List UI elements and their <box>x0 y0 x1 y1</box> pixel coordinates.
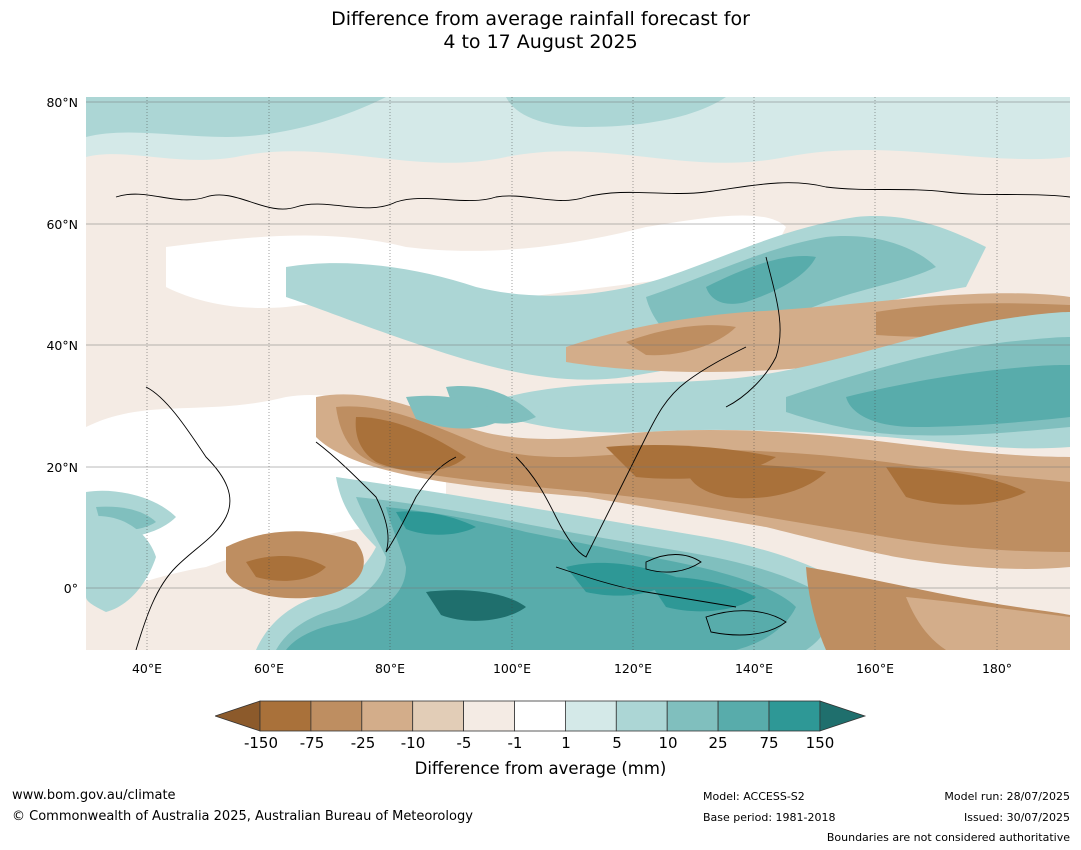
colorbar-segment <box>615 700 668 732</box>
colorbar-label: -10 <box>400 734 426 752</box>
colorbar-segment <box>717 700 770 732</box>
lon-label-120e: 120°E <box>613 661 652 676</box>
lon-label-40e: 40°E <box>131 661 163 676</box>
lat-label-60n: 60°N <box>46 217 78 232</box>
lat-label-0: 0° <box>63 581 78 596</box>
map-title: Difference from average rainfall forecas… <box>0 8 1081 54</box>
lon-label-60e: 60°E <box>253 661 285 676</box>
colorbar-label: 150 <box>805 734 835 752</box>
footer-model-run: Model run: 28/07/2025 <box>944 790 1070 803</box>
lat-label-80n: 80°N <box>46 95 78 110</box>
title-line-2: 4 to 17 August 2025 <box>443 31 638 53</box>
lon-label-140e: 140°E <box>734 661 773 676</box>
lat-label-40n: 40°N <box>46 338 78 353</box>
lon-label-180: 180° <box>981 661 1013 676</box>
colorbar-segment <box>666 700 719 732</box>
colorbar-label: 75 <box>759 734 779 752</box>
rainfall-anomaly-map <box>86 97 1070 650</box>
colorbar-segment <box>259 700 312 732</box>
colorbar-label: -1 <box>507 734 523 752</box>
colorbar-label: 1 <box>561 734 571 752</box>
colorbar-segment <box>564 700 617 732</box>
colorbar-label: 5 <box>612 734 622 752</box>
lon-label-160e: 160°E <box>855 661 894 676</box>
colorbar-title: Difference from average (mm) <box>414 759 667 778</box>
footer-issued: Issued: 30/07/2025 <box>963 811 1070 824</box>
colorbar-label: -75 <box>299 734 325 752</box>
colorbar-label: -25 <box>350 734 376 752</box>
colorbar-segment <box>768 700 821 732</box>
footer-copyright: © Commonwealth of Australia 2025, Austra… <box>12 809 473 824</box>
footer-url[interactable]: www.bom.gov.au/climate <box>12 788 176 803</box>
colorbar-label: 10 <box>658 734 678 752</box>
colorbar-label: -5 <box>456 734 472 752</box>
colorbar-arrow-high <box>819 700 867 732</box>
lon-label-100e: 100°E <box>492 661 531 676</box>
footer-boundaries: Boundaries are not considered authoritat… <box>826 831 1070 844</box>
colorbar-label: 25 <box>708 734 728 752</box>
colorbar-segment <box>514 700 566 732</box>
colorbar-label: -150 <box>243 734 279 752</box>
footer-model: Model: ACCESS-S2 <box>703 790 805 803</box>
footer-base-period: Base period: 1981-2018 <box>703 811 836 824</box>
colorbar-segment <box>310 700 363 732</box>
lat-label-20n: 20°N <box>46 460 78 475</box>
lon-label-80e: 80°E <box>374 661 406 676</box>
map-canvas <box>86 97 1070 650</box>
colorbar <box>215 700 867 732</box>
colorbar-segment <box>412 700 464 732</box>
colorbar-segment <box>361 700 414 732</box>
title-line-1: Difference from average rainfall forecas… <box>331 8 750 30</box>
colorbar-segment <box>463 700 515 732</box>
colorbar-arrow-low <box>215 700 261 732</box>
